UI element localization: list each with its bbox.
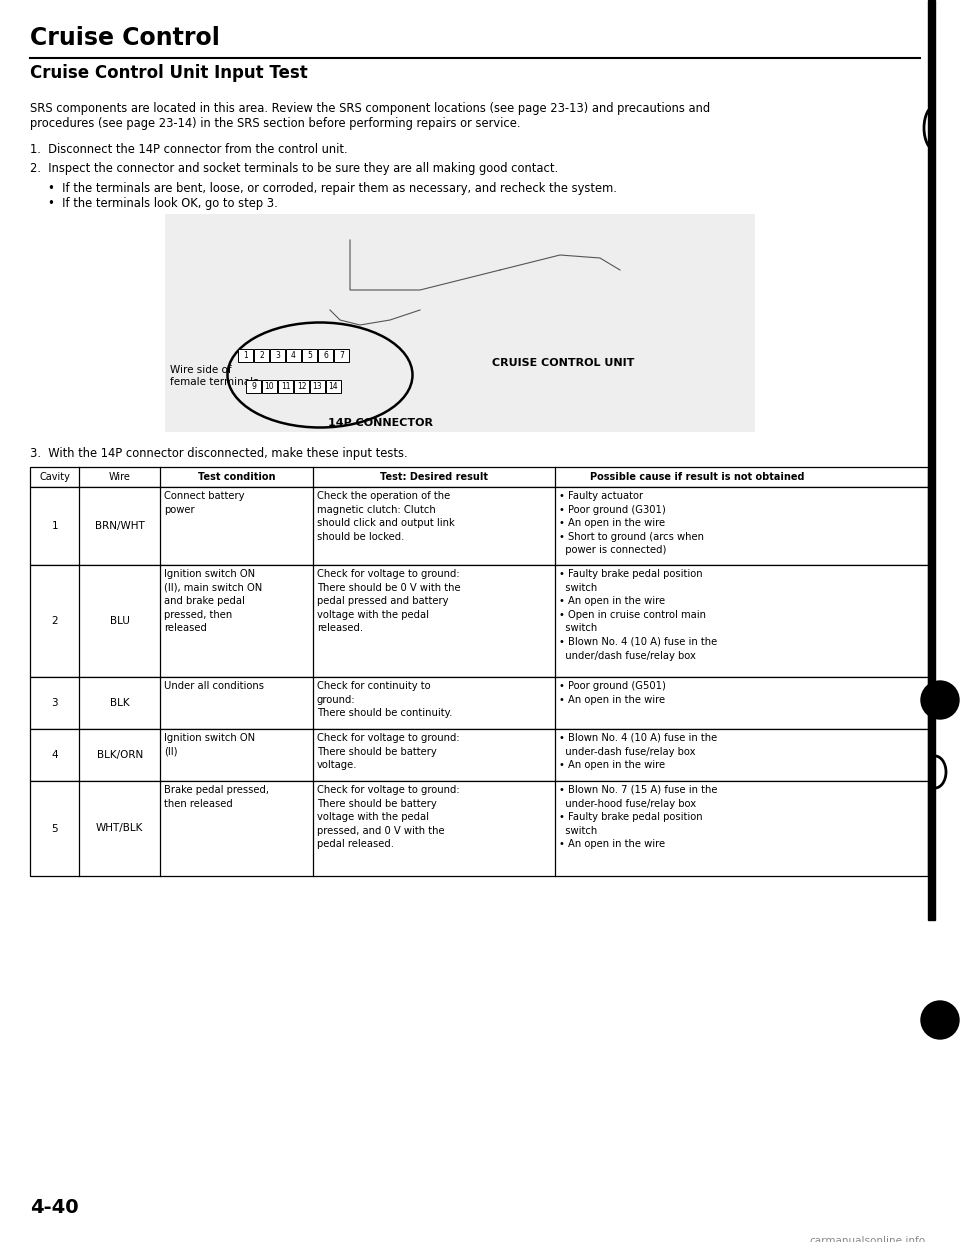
Text: 4: 4 [291, 351, 296, 360]
Text: 3: 3 [52, 698, 58, 708]
Text: • Poor ground (G501)
• An open in the wire: • Poor ground (G501) • An open in the wi… [560, 681, 666, 704]
Bar [30, 677, 928, 729]
Text: • Faulty brake pedal position
  switch
• An open in the wire
• Open in cruise co: • Faulty brake pedal position switch • A… [560, 569, 717, 661]
Text: • Blown No. 4 (10 A) fuse in the
  under-dash fuse/relay box
• An open in the wi: • Blown No. 4 (10 A) fuse in the under-d… [560, 733, 717, 770]
Text: 3.  With the 14P connector disconnected, make these input tests.: 3. With the 14P connector disconnected, … [30, 447, 408, 460]
Text: 2: 2 [52, 616, 58, 626]
Text: 4-40: 4-40 [30, 1199, 79, 1217]
Text: Check the operation of the
magnetic clutch: Clutch
should click and output link
: Check the operation of the magnetic clut… [317, 491, 455, 542]
Text: 1.  Disconnect the 14P connector from the control unit.: 1. Disconnect the 14P connector from the… [30, 143, 348, 156]
Bar [262, 380, 277, 392]
Text: 11: 11 [280, 383, 290, 391]
Text: Ignition switch ON
(II), main switch ON
and brake pedal
pressed, then
released: Ignition switch ON (II), main switch ON … [164, 569, 262, 633]
Bar [254, 349, 269, 361]
Text: BRN/WHT: BRN/WHT [95, 520, 145, 532]
Text: BLK/ORN: BLK/ORN [97, 750, 143, 760]
Bar [302, 349, 317, 361]
Text: • Faulty actuator
• Poor ground (G301)
• An open in the wire
• Short to ground (: • Faulty actuator • Poor ground (G301) •… [560, 491, 705, 555]
Bar [246, 380, 261, 392]
Bar [318, 349, 333, 361]
Text: Test condition: Test condition [198, 472, 276, 482]
Bar [326, 380, 341, 392]
Bar [30, 781, 928, 876]
Text: carmanualsonline.info: carmanualsonline.info [809, 1236, 925, 1242]
Text: 1: 1 [52, 520, 58, 532]
Text: Test: Desired result: Test: Desired result [380, 472, 488, 482]
Text: 6: 6 [324, 351, 328, 360]
Text: Under all conditions: Under all conditions [164, 681, 264, 691]
Text: 5: 5 [307, 351, 312, 360]
Text: •  If the terminals are bent, loose, or corroded, repair them as necessary, and : • If the terminals are bent, loose, or c… [48, 183, 617, 195]
Bar [278, 380, 293, 392]
Bar [165, 214, 755, 432]
Text: 5: 5 [52, 823, 58, 833]
Bar [286, 349, 301, 361]
Text: Cavity: Cavity [39, 472, 70, 482]
Text: Cruise Control Unit Input Test: Cruise Control Unit Input Test [30, 65, 308, 82]
Text: •  If the terminals look OK, go to step 3.: • If the terminals look OK, go to step 3… [48, 197, 277, 210]
Text: 10: 10 [265, 383, 275, 391]
Bar [30, 565, 928, 677]
Text: 2: 2 [259, 351, 264, 360]
Bar [928, 0, 935, 920]
Text: Wire side of
female terminals: Wire side of female terminals [170, 365, 258, 386]
Text: Check for continuity to
ground:
There should be continuity.: Check for continuity to ground: There sh… [317, 681, 452, 718]
Bar [30, 487, 928, 565]
Text: WHT/BLK: WHT/BLK [96, 823, 143, 833]
Text: Check for voltage to ground:
There should be 0 V with the
pedal pressed and batt: Check for voltage to ground: There shoul… [317, 569, 461, 633]
Bar [30, 467, 928, 487]
Text: BLU: BLU [109, 616, 130, 626]
Text: • Blown No. 7 (15 A) fuse in the
  under-hood fuse/relay box
• Faulty brake peda: • Blown No. 7 (15 A) fuse in the under-h… [560, 785, 718, 850]
Text: Connect battery
power: Connect battery power [164, 491, 245, 514]
Text: Cruise Control: Cruise Control [30, 26, 220, 50]
Bar [334, 349, 349, 361]
Text: 1: 1 [243, 351, 248, 360]
Text: 9: 9 [252, 383, 256, 391]
Text: 3: 3 [276, 351, 280, 360]
Bar [310, 380, 325, 392]
Text: 12: 12 [297, 383, 306, 391]
Text: 14: 14 [328, 383, 338, 391]
Text: 7: 7 [339, 351, 344, 360]
Text: BLK: BLK [110, 698, 130, 708]
Text: Brake pedal pressed,
then released: Brake pedal pressed, then released [164, 785, 269, 809]
Text: Check for voltage to ground:
There should be battery
voltage.: Check for voltage to ground: There shoul… [317, 733, 460, 770]
Text: CRUISE CONTROL UNIT: CRUISE CONTROL UNIT [492, 358, 635, 368]
Text: 2.  Inspect the connector and socket terminals to be sure they are all making go: 2. Inspect the connector and socket term… [30, 161, 558, 175]
Text: Wire: Wire [108, 472, 131, 482]
Bar [30, 729, 928, 781]
Circle shape [921, 681, 959, 719]
Text: 13: 13 [313, 383, 323, 391]
Bar [270, 349, 285, 361]
Bar [238, 349, 253, 361]
Text: Possible cause if result is not obtained: Possible cause if result is not obtained [589, 472, 804, 482]
Text: Ignition switch ON
(II): Ignition switch ON (II) [164, 733, 255, 756]
Text: SRS components are located in this area. Review the SRS component locations (see: SRS components are located in this area.… [30, 102, 710, 130]
Text: 4: 4 [52, 750, 58, 760]
Text: 14P CONNECTOR: 14P CONNECTOR [327, 419, 433, 428]
Circle shape [921, 1001, 959, 1040]
Text: Check for voltage to ground:
There should be battery
voltage with the pedal
pres: Check for voltage to ground: There shoul… [317, 785, 460, 850]
Bar [294, 380, 309, 392]
